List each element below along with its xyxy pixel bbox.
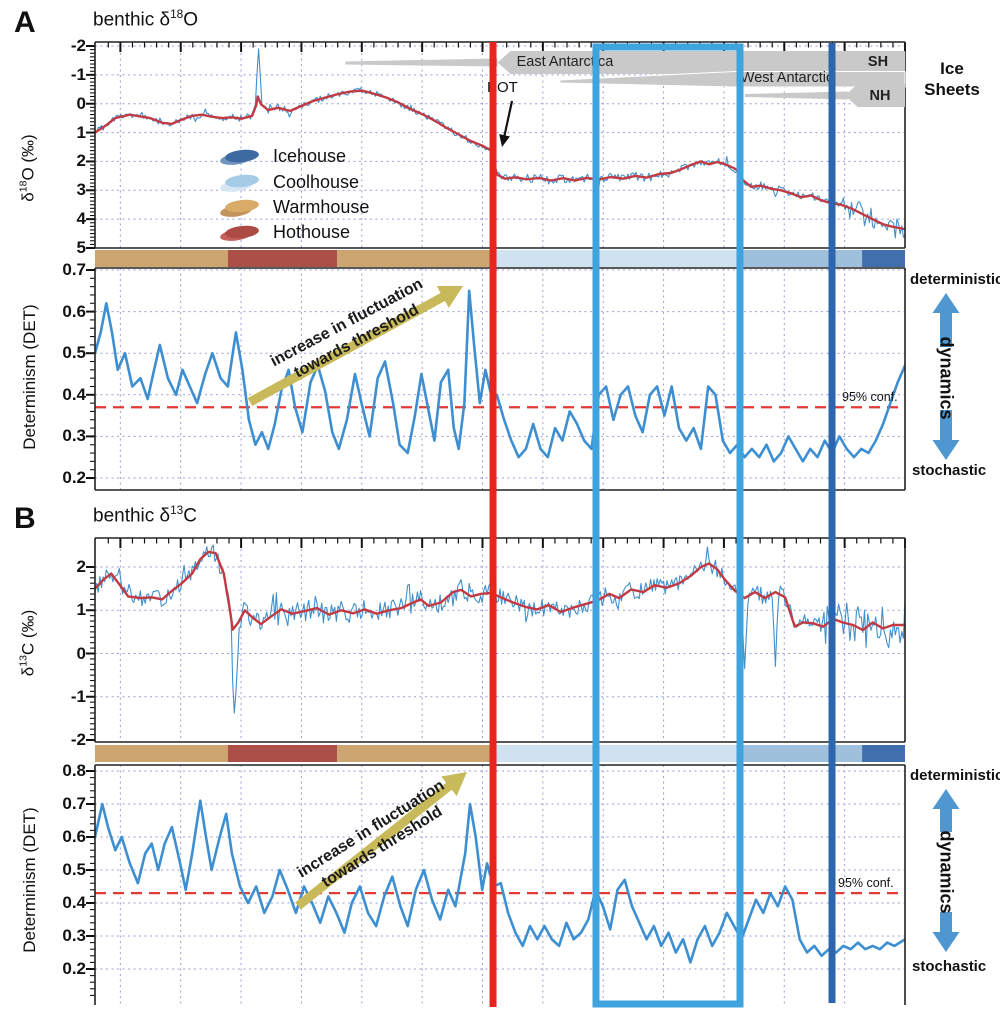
det-a-y-tick-label: 0.6: [62, 301, 86, 321]
det-a-deterministic-label: deterministic: [910, 271, 1000, 288]
det-a-y-tick-label: 0.3: [62, 426, 86, 446]
panel-a-title-suffix: O: [183, 9, 198, 31]
legend-item-coolhouse: Coolhouse: [216, 172, 359, 193]
legend-item-hothouse: Hothouse: [216, 222, 350, 243]
panel-a-ylabel-sup: 18: [17, 180, 30, 193]
det-b-y-axis-label: Determinism (DET): [20, 807, 39, 953]
det-a-y-tick-label: 0.4: [62, 384, 86, 404]
det-b-y-tick-label: 0.6: [62, 827, 86, 846]
panel-b-title-suffix: C: [183, 505, 197, 527]
panel-a-y-axis-label: δ18O (‰): [18, 134, 39, 201]
hothouse-blob-icon: [220, 225, 259, 241]
det-b-y-tick-label: 0.8: [62, 761, 86, 780]
det-b-y-tick-label: 0.4: [62, 893, 86, 912]
d13C-y-tick-label: -2: [70, 730, 86, 749]
d13C-y-tick-label: 0: [76, 643, 86, 663]
det-a-y-tick-label: 0.5: [62, 343, 86, 363]
det-b-arrow-annotation: increase in fluctuation towards threshol…: [260, 755, 494, 923]
ice-sheets-heading-line1: Ice: [940, 59, 964, 78]
d13C-y-tick-label: 2: [76, 557, 86, 576]
det-a-y-axis-label: Determinism (DET): [20, 304, 39, 450]
d13C-y-tick-label: -1: [70, 686, 86, 706]
det-a-y-tick-label: 0.2: [62, 468, 86, 487]
det-b-deterministic-label: deterministic: [910, 767, 1000, 784]
legend-item-icehouse: Icehouse: [216, 146, 346, 167]
det-b-arrow-line2: towards threshold: [318, 802, 446, 891]
legend-label-coolhouse: Coolhouse: [273, 172, 360, 192]
east-antarctica-label: East Antarctica: [516, 54, 614, 70]
d18O-y-tick-label: 5: [76, 237, 86, 257]
panel-b-ylabel-sup: 13: [17, 655, 30, 667]
legend-label-warmhouse: Warmhouse: [273, 197, 370, 217]
d18O-y-tick-label: 2: [76, 151, 86, 171]
det-a-arrow-line2: towards threshold: [291, 301, 422, 382]
warmhouse-blob-icon: [220, 199, 259, 217]
d18O-y-tick-label: 0: [76, 93, 86, 113]
legend-label-icehouse: Icehouse: [273, 146, 347, 166]
icehouse-blob-icon: [220, 149, 259, 165]
det-a-arrow-line1: increase in fluctuation: [267, 275, 426, 371]
panel-a-title-prefix: benthic δ: [93, 9, 171, 31]
d18O-y-tick-label: 3: [76, 180, 86, 200]
panel-a-title: benthic δ18O: [93, 8, 198, 31]
panel-a-title-sup: 18: [170, 8, 184, 21]
det-a-dynamics-label: dynamics: [936, 336, 957, 420]
det-b-arrow-line1: increase in fluctuation: [294, 777, 448, 882]
ice-sheets-heading: Ice Sheets: [912, 58, 992, 100]
panel-b-title-sup: 13: [170, 504, 184, 517]
west-antarctic-label: West Antarctic: [740, 70, 834, 86]
panel-a-letter: A: [14, 6, 36, 39]
eot-label: EOT: [487, 79, 518, 96]
panel-b-title-prefix: benthic δ: [93, 505, 171, 527]
ice-sheets-heading-line2: Sheets: [924, 80, 980, 99]
legend-item-warmhouse: Warmhouse: [216, 197, 369, 218]
det-b-y-tick-label: 0.2: [62, 959, 86, 978]
nh-label: NH: [869, 88, 891, 104]
d18O-y-tick-label: 4: [76, 209, 86, 229]
panel-a-ylabel-suffix: O (‰): [18, 134, 38, 181]
det-b-y-tick-label: 0.7: [62, 794, 86, 813]
det-b-stochastic-label: stochastic: [912, 958, 987, 975]
panel-b-y-axis-label: δ13C (‰): [18, 610, 39, 677]
det-a-conf-label: 95% conf.: [842, 390, 898, 404]
det-a-y-tick-label: 0.7: [62, 260, 86, 279]
panel-b-title: benthic δ13C: [93, 504, 197, 527]
sh-label: SH: [867, 54, 889, 70]
d18O-y-tick-label: 1: [76, 122, 86, 142]
panel-b-letter: B: [14, 502, 36, 535]
panel-b-ylabel-suffix: C (‰): [18, 609, 38, 656]
d13C-y-tick-label: 1: [76, 600, 86, 620]
det-b-dynamics-label: dynamics: [936, 830, 957, 914]
det-b-y-tick-label: 0.5: [62, 860, 86, 879]
legend-label-hothouse: Hothouse: [273, 222, 351, 242]
det-b-conf-label: 95% conf.: [838, 876, 894, 890]
det-a-stochastic-label: stochastic: [912, 462, 987, 479]
coolhouse-blob-icon: [220, 174, 259, 192]
panel-b-ylabel-prefix: δ: [18, 666, 38, 677]
panel-a-ylabel-prefix: δ: [18, 192, 38, 202]
d18O-y-tick-label: -1: [70, 64, 86, 84]
d18O-y-tick-label: -2: [70, 36, 86, 55]
det-b-y-tick-label: 0.3: [62, 926, 86, 945]
det-a-arrow-annotation: increase in fluctuation towards threshol…: [232, 256, 472, 410]
